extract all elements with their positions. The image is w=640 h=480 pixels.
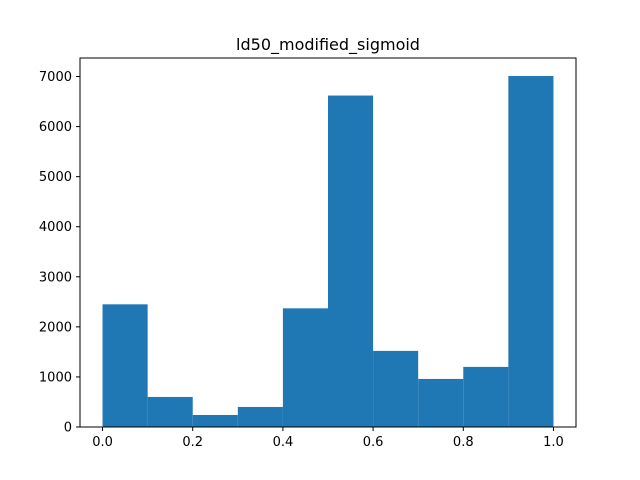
y-axis-ticks: 0 1000 2000 3000 4000 5000 6000 7000: [39, 70, 80, 436]
bars-group: [102, 76, 554, 428]
x-tick-label: 0.0: [92, 435, 113, 450]
y-tick-label: 5000: [39, 170, 72, 185]
histogram-bar: [328, 95, 374, 428]
histogram-bar: [237, 406, 283, 427]
x-tick-label: 0.8: [453, 435, 474, 450]
y-tick-label: 7000: [39, 70, 72, 85]
histogram-bar: [282, 308, 328, 427]
histogram-bar: [192, 414, 238, 427]
histogram-bar: [102, 304, 148, 427]
y-tick-label: 0: [64, 421, 72, 436]
chart-title: ld50_modified_sigmoid: [236, 35, 420, 55]
x-tick-label: 0.4: [273, 435, 294, 450]
y-tick-label: 2000: [39, 320, 72, 335]
histogram-bar: [418, 378, 464, 427]
axes-frame: [79, 57, 577, 428]
x-tick-label: 0.2: [182, 435, 203, 450]
y-tick-label: 6000: [39, 120, 72, 135]
histogram-bar: [508, 76, 554, 428]
x-axis-ticks: 0.0 0.2 0.4 0.6 0.8 1.0: [92, 427, 564, 450]
y-tick-label: 4000: [39, 220, 72, 235]
y-tick-label: 1000: [39, 370, 72, 385]
histogram-bar: [147, 396, 193, 427]
x-tick-label: 0.6: [363, 435, 384, 450]
histogram-bar: [463, 366, 509, 427]
y-tick-label: 3000: [39, 270, 72, 285]
histogram-bar: [373, 350, 419, 427]
x-tick-label: 1.0: [543, 435, 564, 450]
